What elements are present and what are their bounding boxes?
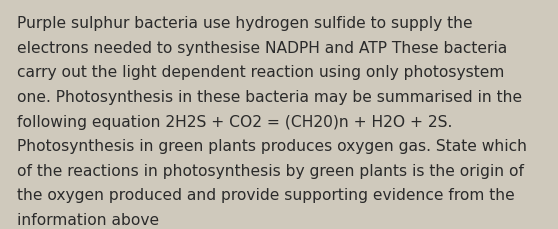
Text: one. Photosynthesis in these bacteria may be summarised in the: one. Photosynthesis in these bacteria ma…: [17, 90, 522, 104]
Text: of the reactions in photosynthesis by green plants is the origin of: of the reactions in photosynthesis by gr…: [17, 163, 524, 178]
Text: the oxygen produced and provide supporting evidence from the: the oxygen produced and provide supporti…: [17, 188, 514, 202]
Text: Purple sulphur bacteria use hydrogen sulfide to supply the: Purple sulphur bacteria use hydrogen sul…: [17, 16, 473, 31]
Text: Photosynthesis in green plants produces oxygen gas. State which: Photosynthesis in green plants produces …: [17, 139, 527, 153]
Text: information above: information above: [17, 212, 159, 227]
Text: carry out the light dependent reaction using only photosystem: carry out the light dependent reaction u…: [17, 65, 504, 80]
Text: electrons needed to synthesise NADPH and ATP These bacteria: electrons needed to synthesise NADPH and…: [17, 41, 507, 55]
Text: following equation 2H2S + CO2 = (CH20)n + H2O + 2S.: following equation 2H2S + CO2 = (CH20)n …: [17, 114, 452, 129]
